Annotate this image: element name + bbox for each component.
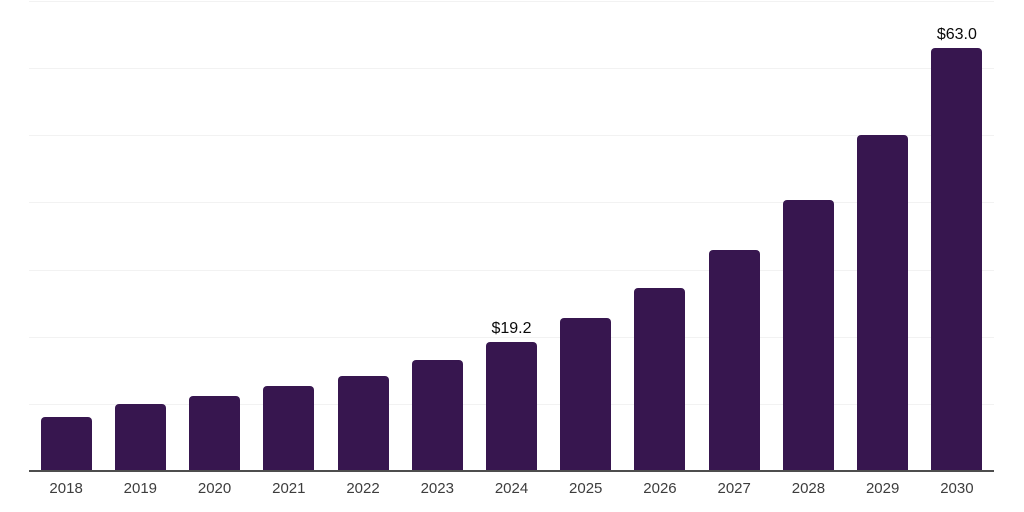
x-axis-label-2024: 2024: [494, 480, 529, 497]
gridline-$40: [29, 202, 994, 204]
x-axis-label-2027: 2027: [717, 480, 751, 497]
bar-2023: [411, 360, 463, 471]
bar-2018: [40, 417, 92, 471]
gridline-$30: [29, 269, 994, 271]
bar-2029: [857, 134, 909, 471]
x-axis-label-2029: 2029: [865, 480, 900, 497]
bar-2026: [634, 288, 686, 471]
bar-2030: [931, 48, 983, 471]
x-axis-label-2028: 2028: [791, 480, 826, 497]
bar-2025: [560, 317, 612, 471]
gridline-$50: [29, 135, 994, 137]
x-axis-label-2020: 2020: [197, 480, 232, 497]
bar-2024: [486, 342, 537, 471]
x-axis-label-2025: 2025: [569, 480, 603, 497]
value-label-2024: $19.2: [491, 320, 532, 338]
x-axis-label-2026: 2026: [643, 480, 677, 497]
bar-2027: [708, 250, 760, 471]
x-axis-label-2018: 2018: [49, 480, 83, 497]
x-axis-label-2022: 2022: [346, 480, 380, 497]
x-axis-label-2019: 2019: [123, 480, 158, 497]
x-axis-label-2021: 2021: [272, 480, 306, 497]
gridline-$60: [29, 68, 994, 70]
bar-2019: [114, 403, 166, 471]
x-axis-label-2030: 2030: [940, 480, 974, 497]
value-label-2030: $63.0: [936, 26, 977, 44]
bar-2028: [782, 199, 834, 471]
gridline-$20: [29, 336, 994, 338]
bar-2021: [263, 386, 315, 471]
x-axis-line: [29, 470, 994, 472]
bar-2020: [189, 396, 241, 471]
bar-2022: [337, 375, 389, 471]
x-axis-label-2023: 2023: [420, 480, 454, 497]
gridline-$70: [29, 1, 994, 3]
